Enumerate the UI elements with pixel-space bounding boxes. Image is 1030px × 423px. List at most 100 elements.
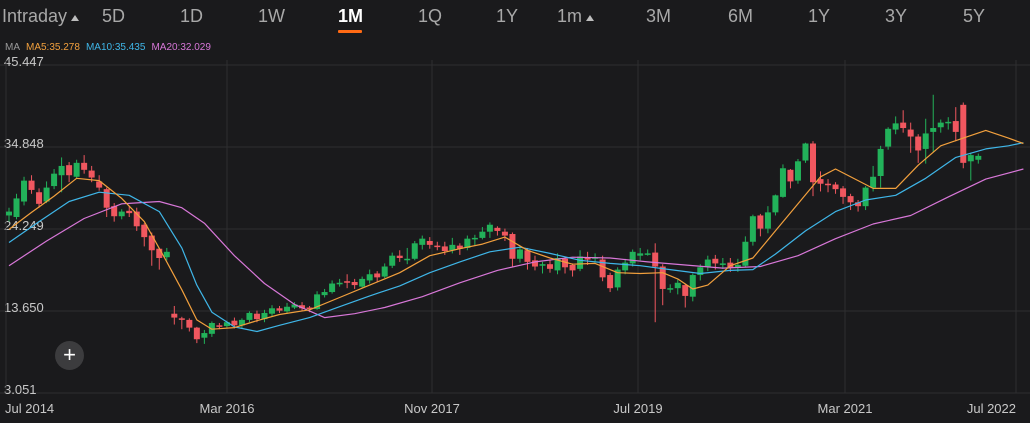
tab-1y[interactable]: 1Y <box>808 6 830 27</box>
candle-up <box>314 294 321 310</box>
tab-label: 1M <box>338 6 364 26</box>
candle-up <box>697 267 704 276</box>
ma5-value: MA5:35.278 <box>26 42 80 53</box>
candle-up <box>637 253 644 256</box>
candle-down <box>276 308 283 311</box>
candle-down <box>396 255 403 259</box>
candle-down <box>569 264 576 271</box>
candle-up <box>6 211 12 216</box>
candle-up <box>58 165 65 176</box>
candle-up <box>772 195 779 213</box>
candle-down <box>809 143 816 183</box>
y-tick-label: 13.650 <box>4 300 44 315</box>
candle-down <box>757 215 764 229</box>
tab-1w[interactable]: 1W <box>258 6 285 27</box>
candle-up <box>471 237 478 240</box>
candle-up <box>614 269 621 288</box>
candle-down <box>847 196 854 203</box>
candle-down <box>840 188 847 197</box>
tab-label: 6M <box>728 6 754 26</box>
candle-down <box>547 264 554 269</box>
candle-up <box>892 123 899 130</box>
candle-up <box>268 308 275 314</box>
tab-label: 1D <box>180 6 204 26</box>
candle-down <box>915 136 922 151</box>
tab-5d[interactable]: 5D <box>102 6 125 27</box>
candle-down <box>141 224 148 238</box>
candle-down <box>817 179 824 184</box>
candle-up <box>389 255 396 266</box>
tab-3m[interactable]: 3M <box>646 6 671 27</box>
tab-1y[interactable]: 1Y <box>496 6 518 27</box>
candle-down <box>712 258 719 264</box>
candle-up <box>201 333 208 338</box>
candle-down <box>682 285 689 296</box>
candle-down <box>253 313 260 320</box>
candle-down <box>960 104 967 163</box>
candle-up <box>381 266 388 277</box>
ma5-line <box>8 129 1024 330</box>
tab-label: 3M <box>646 6 672 26</box>
candle-down <box>652 252 659 267</box>
candle-up <box>329 283 336 293</box>
candle-up <box>885 128 892 147</box>
ma10-line <box>8 142 1024 333</box>
candle-up <box>719 263 726 265</box>
candle-up <box>539 264 546 266</box>
candle-down <box>193 327 200 340</box>
candle-down <box>231 320 238 326</box>
candle-down <box>509 234 516 259</box>
y-tick-label: 3.051 <box>4 382 37 397</box>
candle-up <box>321 292 328 296</box>
y-tick-label: 45.447 <box>4 54 44 69</box>
tab-1q[interactable]: 1Q <box>418 6 442 27</box>
dropdown-caret-icon <box>586 15 595 21</box>
candle-up <box>764 212 771 229</box>
candle-down <box>832 184 839 190</box>
candle-up <box>366 274 373 281</box>
candle-up <box>802 143 809 161</box>
candle-up <box>208 322 215 334</box>
candle-up <box>516 249 523 259</box>
candle-up <box>689 275 696 297</box>
candle-down <box>374 273 381 278</box>
candle-down <box>178 318 185 320</box>
candle-down <box>306 307 313 310</box>
add-indicator-button[interactable]: + <box>55 341 84 370</box>
tab-5y[interactable]: 5Y <box>963 6 985 27</box>
candle-down <box>952 121 959 132</box>
tab-label: 1Y <box>496 6 519 26</box>
tab-1d[interactable]: 1D <box>180 6 203 27</box>
tab-intraday[interactable]: Intraday <box>2 6 80 27</box>
candle-down <box>787 169 794 182</box>
x-tick-label: Nov 2017 <box>404 401 460 416</box>
active-tab-indicator <box>338 30 362 33</box>
tab-label: 5Y <box>963 6 986 26</box>
candle-down <box>126 210 133 214</box>
candle-up <box>674 282 681 289</box>
candle-down <box>584 257 591 260</box>
candle-up <box>223 322 230 327</box>
tab-6m[interactable]: 6M <box>728 6 753 27</box>
tab-1m[interactable]: 1m <box>557 6 595 27</box>
candle-up <box>404 258 411 261</box>
candle-up <box>554 258 561 271</box>
candle-up <box>336 282 343 285</box>
tab-3y[interactable]: 3Y <box>885 6 907 27</box>
x-tick-label: Jul 2022 <box>967 401 1016 416</box>
candle-down <box>855 202 862 207</box>
candle-up <box>419 238 426 245</box>
candle-up <box>667 288 674 290</box>
tab-1m[interactable]: 1M <box>338 6 363 27</box>
candle-up <box>284 306 291 312</box>
candle-up <box>629 251 636 264</box>
candle-up <box>486 224 493 232</box>
candle-down <box>434 245 441 248</box>
candle-down <box>607 275 614 289</box>
ma-legend: MA MA5:35.278 MA10:35.435 MA20:32.029 <box>5 42 217 53</box>
candle-up <box>644 253 651 255</box>
candle-up <box>51 173 58 187</box>
candle-down <box>599 259 606 278</box>
ma-label: MA <box>5 42 20 53</box>
